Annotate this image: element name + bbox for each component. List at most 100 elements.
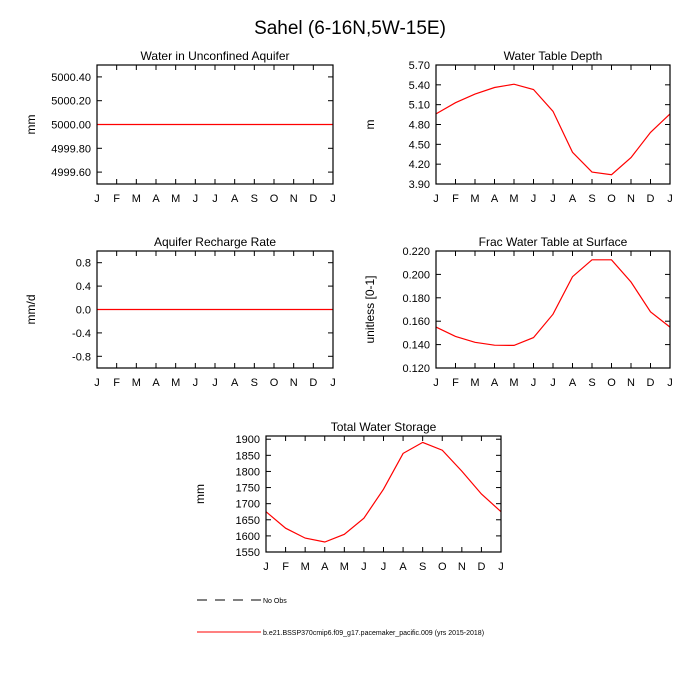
plot-frame	[96, 250, 334, 369]
x-tick-label: J	[330, 193, 336, 205]
y-axis-label: mm	[193, 484, 207, 504]
x-tick-label: J	[193, 377, 199, 389]
y-tick-label: 0.120	[402, 363, 430, 375]
y-tick-label: 0.0	[76, 305, 91, 317]
x-tick-label: O	[438, 561, 447, 573]
y-tick-label: 0.8	[76, 258, 91, 270]
y-tick-label: 4999.60	[51, 167, 91, 179]
x-tick-label: M	[171, 377, 180, 389]
y-axis-label: mm/d	[24, 295, 38, 325]
plot-frame	[96, 64, 334, 185]
x-tick-label: M	[301, 561, 310, 573]
series-line	[265, 441, 502, 543]
x-tick-label: J	[550, 193, 556, 205]
y-tick-label: 1750	[236, 483, 260, 495]
x-tick-label: O	[607, 377, 616, 389]
x-tick-label: A	[231, 193, 239, 205]
x-tick-label: J	[498, 561, 504, 573]
x-tick-label: J	[433, 193, 439, 205]
y-tick-label: 1550	[236, 547, 260, 559]
x-tick-label: J	[94, 193, 100, 205]
series-line	[435, 259, 671, 347]
x-tick-label: J	[94, 377, 100, 389]
legend-label: No Obs	[263, 598, 287, 605]
x-tick-label: J	[433, 377, 439, 389]
legend-label: b.e21.BSSP370cmip6.f09_g17.pacemaker_pac…	[263, 630, 484, 637]
x-tick-label: A	[399, 561, 407, 573]
figure-title: Sahel (6-16N,5W-15E)	[254, 18, 446, 39]
panel-title: Total Water Storage	[331, 420, 437, 434]
y-tick-label: 1700	[236, 499, 260, 511]
x-tick-label: S	[588, 193, 595, 205]
x-tick-label: M	[132, 377, 141, 389]
x-tick-label: J	[667, 377, 673, 389]
y-tick-label: 5.10	[409, 100, 430, 112]
x-tick-label: N	[458, 561, 466, 573]
x-tick-label: M	[171, 193, 180, 205]
x-tick-label: D	[647, 193, 655, 205]
y-tick-label: 1900	[236, 434, 260, 446]
panel-title: Frac Water Table at Surface	[479, 235, 628, 249]
x-tick-label: J	[550, 377, 556, 389]
x-tick-label: F	[113, 377, 120, 389]
x-tick-label: F	[452, 377, 459, 389]
x-tick-label: J	[667, 193, 673, 205]
y-axis-label: mm	[24, 115, 38, 135]
legend: No Obs b.e21.BSSP370cmip6.f09_g17.pacemak…	[197, 598, 484, 637]
plot-frame	[265, 435, 502, 553]
y-tick-label: 0.180	[402, 293, 430, 305]
x-tick-label: J	[381, 561, 387, 573]
x-tick-label: J	[193, 193, 199, 205]
y-tick-label: 1850	[236, 450, 260, 462]
y-tick-label: 0.4	[76, 281, 91, 293]
chart-panel: Water Table Depth m 3.90 4.20 4.50 4.80 5.10 5.…	[363, 49, 673, 205]
x-tick-label: A	[231, 377, 239, 389]
x-tick-label: A	[491, 193, 499, 205]
chart-panels: Water in Unconfined Aquifer mm 4999.60 4999…	[24, 49, 673, 573]
chart-panel: Total Water Storage mm 1550 1600 1650 1700 175…	[193, 420, 504, 573]
x-tick-label: S	[251, 193, 258, 205]
y-axis-label: m	[363, 120, 377, 130]
y-tick-label: 5000.00	[51, 120, 91, 132]
x-tick-label: F	[452, 193, 459, 205]
x-tick-label: M	[132, 193, 141, 205]
x-tick-label: M	[340, 561, 349, 573]
x-tick-label: J	[212, 193, 218, 205]
x-tick-label: D	[309, 377, 317, 389]
y-tick-label: 0.140	[402, 340, 430, 352]
x-tick-label: D	[477, 561, 485, 573]
x-tick-label: N	[627, 193, 635, 205]
plot-frame	[435, 64, 671, 185]
x-tick-label: M	[470, 193, 479, 205]
x-tick-label: N	[290, 193, 298, 205]
x-tick-label: J	[330, 377, 336, 389]
x-tick-label: N	[627, 377, 635, 389]
x-tick-label: D	[647, 377, 655, 389]
y-tick-label: 1600	[236, 531, 260, 543]
x-tick-label: A	[569, 193, 577, 205]
x-tick-label: J	[531, 377, 537, 389]
panel-title: Water Table Depth	[504, 49, 603, 63]
x-tick-label: N	[290, 377, 298, 389]
x-tick-label: A	[321, 561, 329, 573]
x-tick-label: F	[113, 193, 120, 205]
y-tick-label: 0.220	[402, 246, 430, 258]
x-tick-label: M	[470, 377, 479, 389]
y-tick-label: 1800	[236, 466, 260, 478]
x-tick-label: O	[607, 193, 616, 205]
series-line	[435, 83, 671, 176]
x-tick-label: S	[588, 377, 595, 389]
y-tick-label: 0.160	[402, 316, 430, 328]
x-tick-label: O	[270, 377, 279, 389]
x-tick-label: A	[491, 377, 499, 389]
x-tick-label: S	[419, 561, 426, 573]
y-tick-label: 5.40	[409, 80, 430, 92]
x-tick-label: A	[152, 193, 160, 205]
y-axis-label: unitless [0-1]	[363, 275, 377, 343]
x-tick-label: D	[309, 193, 317, 205]
y-tick-label: 4.80	[409, 120, 430, 132]
y-tick-label: 5000.20	[51, 96, 91, 108]
x-tick-label: M	[509, 193, 518, 205]
x-tick-label: O	[270, 193, 279, 205]
